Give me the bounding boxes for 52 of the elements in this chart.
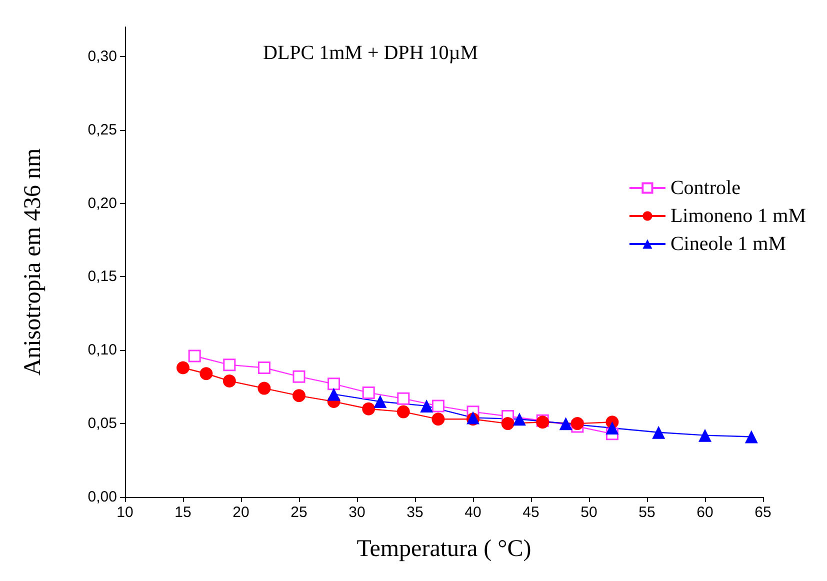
point bbox=[559, 417, 572, 430]
point bbox=[292, 370, 306, 383]
x-tick-label: 65 bbox=[754, 504, 772, 521]
y-tick-label: 0,30 bbox=[88, 48, 117, 65]
x-tick-label: 15 bbox=[174, 504, 192, 521]
point bbox=[222, 374, 236, 388]
point bbox=[200, 367, 213, 380]
point bbox=[396, 405, 410, 418]
x-tick-label: 25 bbox=[290, 504, 308, 521]
point bbox=[292, 389, 306, 402]
y-tick-label: 0,00 bbox=[88, 488, 117, 506]
point bbox=[432, 400, 444, 412]
point bbox=[176, 361, 190, 374]
point bbox=[327, 388, 340, 401]
x-tick-label: 50 bbox=[580, 504, 598, 521]
x-tick-label: 60 bbox=[696, 504, 714, 521]
point bbox=[258, 362, 270, 374]
point bbox=[223, 358, 236, 372]
point bbox=[362, 386, 375, 399]
x-tick-label: 30 bbox=[348, 504, 366, 521]
text: DLPC 1mM + DPH 10µM bbox=[263, 42, 478, 64]
x-tick-label: 40 bbox=[464, 504, 482, 521]
point bbox=[744, 430, 758, 444]
x-tick-label: 35 bbox=[406, 504, 424, 521]
point bbox=[432, 412, 445, 426]
point bbox=[328, 378, 340, 390]
point bbox=[188, 350, 201, 362]
point bbox=[606, 421, 619, 434]
point bbox=[374, 395, 387, 408]
x-tick-label: 55 bbox=[638, 504, 656, 521]
legend-label: Limoneno 1 mM bbox=[670, 205, 806, 227]
y-axis-title: Anisotropia em 436 nm bbox=[20, 148, 46, 376]
x-tick-label: 45 bbox=[522, 504, 540, 521]
x-tick-label: 20 bbox=[232, 504, 250, 521]
y-tick-label: 0,15 bbox=[88, 268, 117, 286]
y-tick-label: 0,25 bbox=[88, 121, 117, 138]
point bbox=[698, 428, 712, 442]
y-tick-label: 0,05 bbox=[88, 415, 117, 432]
x-axis-title: Temperatura ( °C) bbox=[356, 536, 532, 562]
point bbox=[570, 417, 584, 430]
point bbox=[362, 402, 376, 416]
point bbox=[652, 426, 666, 439]
point bbox=[258, 382, 271, 395]
point bbox=[501, 417, 514, 430]
point bbox=[397, 392, 410, 405]
y-tick-label: 0,20 bbox=[88, 194, 117, 212]
point bbox=[420, 399, 434, 412]
legend-label: Controle bbox=[670, 177, 741, 199]
point bbox=[512, 412, 526, 426]
x-tick-label: 10 bbox=[116, 504, 134, 521]
legend-label: Cineole 1 mM bbox=[670, 233, 786, 255]
y-tick-label: 0,10 bbox=[88, 342, 117, 359]
